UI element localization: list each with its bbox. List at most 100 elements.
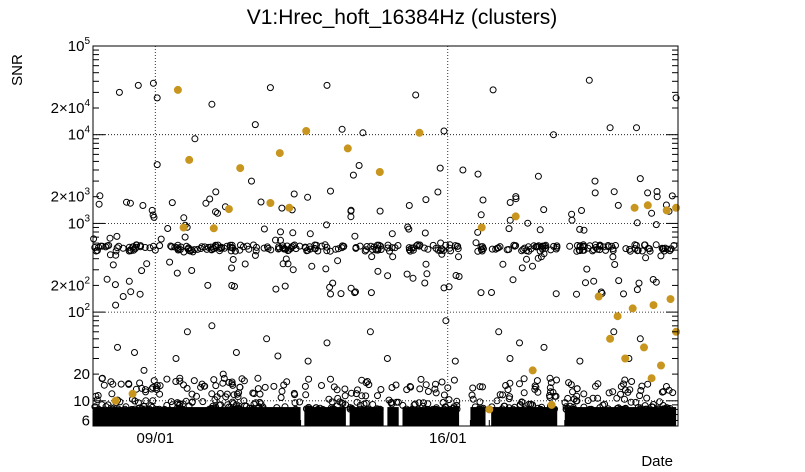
band-point [409,274,417,282]
dense-cluster-point [141,386,149,394]
band-point [251,251,259,259]
dense-cluster-point [573,385,581,393]
band-point [327,290,334,298]
open-point [436,164,444,172]
dense-cluster-point [362,392,370,400]
band-point [472,239,480,247]
band-point [212,208,219,216]
band-point [103,275,111,283]
dense-cluster-point [117,380,125,388]
band-point [657,252,665,260]
band-point [583,265,591,273]
dense-cluster-point [424,400,432,408]
dense-cluster-point [235,405,243,413]
dense-cluster-point [438,378,446,386]
dense-cluster-point [277,394,285,401]
band-point [649,276,657,283]
dense-cluster-point [518,398,526,406]
dense-cluster-point [257,400,265,408]
dense-cluster-point [504,386,512,394]
open-point [119,293,127,300]
dense-cluster-point [411,400,419,408]
band-point [228,244,236,252]
dense-cluster-point [305,375,313,383]
open-point [183,328,191,336]
dense-cluster-point [222,393,230,401]
dense-cluster-point [138,405,146,413]
band-point [436,247,444,254]
dense-cluster-point [281,403,289,411]
filled-point [224,205,233,214]
filled-point [343,144,352,153]
band-point [125,243,133,251]
open-point [104,401,112,409]
filled-point [640,343,648,352]
filled-point [179,223,188,232]
band-point [525,247,533,255]
dense-cluster-point [547,379,555,387]
band-point [642,254,650,262]
band-point [615,277,623,285]
band-point [644,189,652,197]
band-point [136,290,144,298]
dense-cluster-point [505,395,513,403]
band-point [653,188,661,195]
band-point [405,225,413,233]
dense-cluster-point [341,392,349,400]
dense-cluster-point [255,404,263,412]
open-point [540,343,548,351]
dense-cluster-point [527,400,535,408]
dense-cluster-point [546,374,554,382]
open-point [176,374,184,382]
dense-cluster-point [176,404,184,412]
dense-cluster-point [109,380,117,388]
band-point [438,250,446,258]
filled-point [111,396,120,405]
dense-cluster-point [358,392,366,400]
band-point [638,247,646,255]
filled-point [666,295,675,304]
open-point [232,349,240,356]
open-point [208,322,216,330]
band-point [109,261,117,269]
dense-cluster-point [183,384,191,392]
open-point [115,88,123,96]
band-point [367,289,375,297]
y-axis: 6 10 20 102 2×102 103 2×103 104 2×104 105 [51,36,678,429]
dense-cluster-point [601,400,609,408]
band-point [529,262,536,270]
dense-cluster-point [358,376,366,384]
dense-cluster-point [562,405,570,413]
band-point [281,282,289,290]
dense-cluster-point [134,399,142,407]
dense-cluster-point [188,390,196,398]
band-point [312,241,320,249]
band-point [157,235,165,243]
band-point [388,244,396,252]
open-point [140,366,148,374]
band-point [505,225,513,233]
y-tick-label: 2×102 [51,275,91,294]
dense-cluster-point [338,399,346,407]
band-point [334,257,342,265]
dense-cluster-point [207,405,215,413]
dense-cluster-point [655,405,662,413]
dense-cluster-point [567,381,575,389]
band-point [541,242,549,250]
open-point [349,171,357,179]
band-point [284,260,292,268]
dense-cluster-point [637,387,645,394]
dense-cluster-point [476,405,483,413]
dense-cluster-point [388,384,396,391]
dense-cluster-band [491,407,558,426]
band-point [509,276,517,284]
dense-cluster-point [142,388,150,396]
band-point [368,253,376,261]
band-point [646,247,654,255]
open-point [219,370,227,378]
dense-cluster-point [121,405,129,413]
dense-cluster-point [302,391,310,399]
dense-cluster-point [291,391,299,399]
dense-cluster-point [334,394,342,402]
band-point [568,216,576,224]
